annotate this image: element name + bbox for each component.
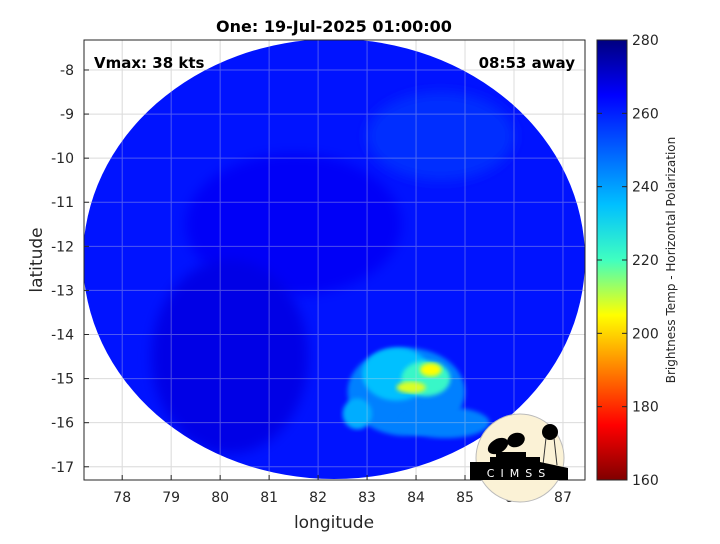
x-tick-label: 79: [162, 490, 180, 506]
colorbar-tick-label: 200: [632, 326, 659, 342]
x-tick-label: 84: [407, 490, 425, 506]
plot-frame: [83, 39, 586, 481]
y-tick-label: -15: [51, 372, 74, 388]
logo-text: CIMSS: [487, 467, 551, 480]
colorbar-tick-label: 180: [632, 400, 659, 416]
brightness-feature: [151, 259, 309, 454]
x-tick-label: 78: [113, 490, 131, 506]
y-tick-label: -14: [51, 328, 74, 344]
colorbar-tick-label: 160: [632, 473, 659, 489]
y-tick-label: -13: [51, 283, 74, 299]
x-tick-label: 81: [260, 490, 278, 506]
y-tick-label: -9: [60, 107, 74, 123]
time-away-annotation: 08:53 away: [479, 54, 576, 72]
x-tick-label: 80: [211, 490, 229, 506]
x-tick-label: 82: [309, 490, 327, 506]
brightness-feature: [419, 363, 442, 377]
colorbar-tick-label: 220: [632, 253, 659, 269]
colorbar-label: Brightness Temp - Horizontal Polarizatio…: [664, 137, 678, 384]
y-tick-label: -11: [51, 195, 74, 211]
y-tick-label: -12: [51, 239, 74, 255]
colorbar-tick-label: 260: [632, 106, 659, 122]
brightness-feature: [342, 398, 372, 430]
y-tick-label: -17: [51, 460, 74, 476]
feature-layer: [151, 92, 514, 454]
brightness-feature: [185, 153, 402, 295]
brightness-feature: [401, 407, 490, 439]
colorbar-tick-label: 280: [632, 33, 659, 49]
y-tick-label: -8: [60, 63, 74, 79]
chart-title: One: 19-Jul-2025 01:00:00: [216, 17, 452, 36]
y-axis: -8 -9 -10 -11 -12 -13 -14 -15 -16 -17: [51, 63, 89, 476]
cimss-logo: CIMSS: [470, 413, 568, 503]
x-tick-label: 83: [358, 490, 376, 506]
y-tick-label: -10: [51, 151, 74, 167]
brightness-feature: [367, 92, 514, 181]
x-tick-label: 87: [554, 490, 572, 506]
colorbar-tick-label: 240: [632, 180, 659, 196]
vmax-annotation: Vmax: 38 kts: [94, 54, 204, 72]
y-axis-label: latitude: [27, 227, 47, 292]
y-tick-label: -16: [51, 416, 74, 432]
colorbar-ticks: 160 180 200 220 240 260 280: [597, 33, 659, 489]
x-axis-label: longitude: [294, 513, 374, 533]
x-tick-label: 85: [456, 490, 474, 506]
brightness-feature: [396, 381, 426, 394]
